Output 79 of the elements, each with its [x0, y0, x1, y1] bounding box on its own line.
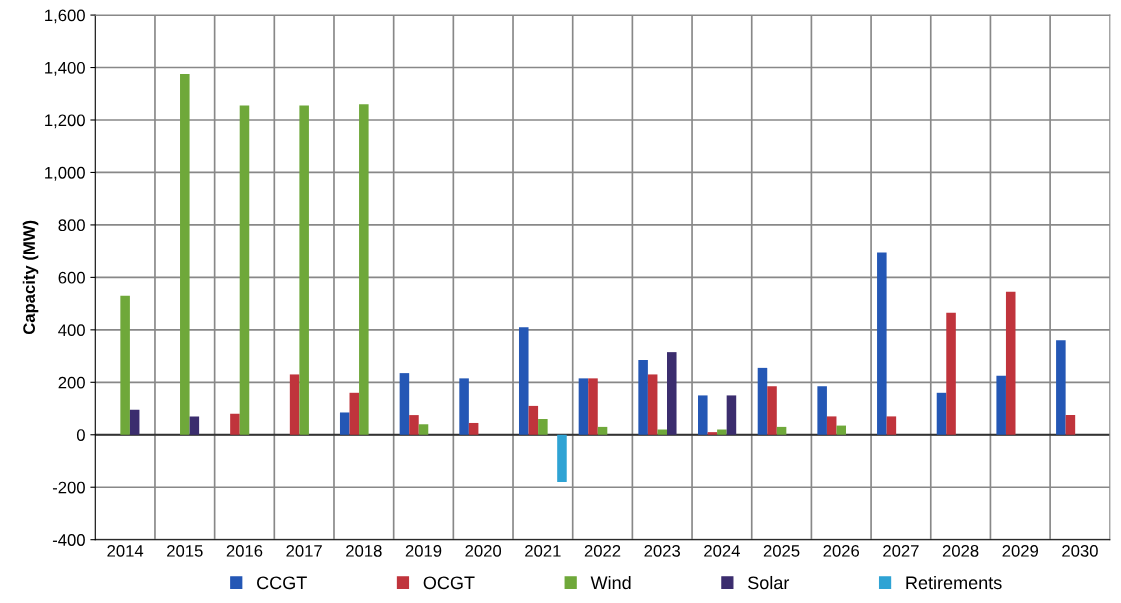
- legend-label: Solar: [748, 575, 790, 590]
- bar: [836, 425, 847, 435]
- bar: [638, 360, 648, 435]
- bar: [418, 424, 429, 435]
- bar: [239, 105, 250, 435]
- y-tick-label: 0: [76, 429, 85, 441]
- bar: [817, 386, 827, 435]
- bar: [647, 374, 658, 435]
- bar: [578, 378, 589, 435]
- x-tick-label: 2017: [286, 544, 322, 557]
- bar: [230, 413, 240, 435]
- bar: [946, 312, 956, 435]
- bar: [120, 295, 130, 435]
- y-tick-label: 1,000: [45, 166, 85, 181]
- legend-label: Retirements: [906, 575, 1002, 590]
- y-tick-label: 800: [58, 219, 85, 232]
- x-tick-label: 2026: [823, 544, 860, 557]
- bar: [349, 392, 360, 435]
- y-axis-title: Capacity (MW): [22, 220, 39, 335]
- bar: [776, 426, 787, 435]
- x-tick-label: 2027: [883, 544, 919, 557]
- bar: [129, 409, 140, 435]
- y-tick-label: -400: [52, 534, 85, 546]
- bar: [299, 105, 309, 435]
- bar: [359, 104, 369, 435]
- x-tick-label: 2020: [465, 544, 502, 557]
- legend-label: OCGT: [423, 576, 475, 590]
- y-tick-label: 200: [58, 376, 85, 389]
- bar: [518, 327, 529, 435]
- bar: [666, 352, 677, 435]
- x-tick-label: 2024: [704, 544, 740, 557]
- bar: [528, 405, 539, 435]
- x-tick-label: 2015: [167, 544, 203, 557]
- bar: [757, 367, 768, 435]
- y-tick-label: 1,600: [45, 9, 85, 24]
- bar: [936, 392, 947, 435]
- legend-label: CCGT: [257, 576, 307, 590]
- bar: [538, 419, 548, 435]
- y-tick-label: 1,400: [45, 61, 85, 76]
- bar: [289, 374, 300, 435]
- bar: [698, 395, 708, 435]
- bar: [726, 395, 737, 435]
- x-tick-label: 2029: [1002, 544, 1039, 557]
- bar: [826, 416, 837, 435]
- bar: [1056, 340, 1066, 435]
- x-tick-label: 2018: [346, 544, 382, 557]
- bar: [189, 416, 200, 435]
- bar: [767, 386, 777, 435]
- x-tick-label: 2021: [525, 544, 561, 557]
- bar: [588, 378, 598, 435]
- x-tick-label: 2030: [1062, 544, 1098, 557]
- bar: [180, 74, 190, 435]
- x-tick-label: 2016: [226, 544, 263, 557]
- bar: [557, 434, 567, 482]
- bar: [657, 429, 667, 435]
- bar: [339, 412, 350, 435]
- x-tick-label: 2028: [942, 544, 979, 557]
- bar: [1005, 291, 1016, 435]
- x-tick-label: 2023: [644, 544, 681, 557]
- y-tick-label: -200: [52, 481, 85, 494]
- bar: [886, 416, 897, 435]
- bar: [399, 373, 410, 435]
- bar: [1065, 415, 1076, 435]
- legend-label: Wind: [590, 575, 631, 590]
- y-tick-label: 400: [58, 324, 85, 337]
- x-tick-label: 2022: [584, 544, 621, 557]
- y-tick-label: 600: [58, 271, 85, 284]
- bar: [707, 432, 718, 435]
- bar: [597, 426, 608, 435]
- bar: [409, 415, 419, 435]
- bar: [996, 375, 1006, 435]
- bar: [717, 429, 727, 435]
- bar: [459, 378, 469, 435]
- x-tick-label: 2014: [107, 544, 144, 557]
- bar: [877, 252, 887, 435]
- x-tick-label: 2025: [763, 544, 800, 557]
- x-tick-label: 2019: [405, 544, 442, 557]
- y-tick-label: 1,200: [45, 114, 85, 129]
- bar: [468, 422, 479, 435]
